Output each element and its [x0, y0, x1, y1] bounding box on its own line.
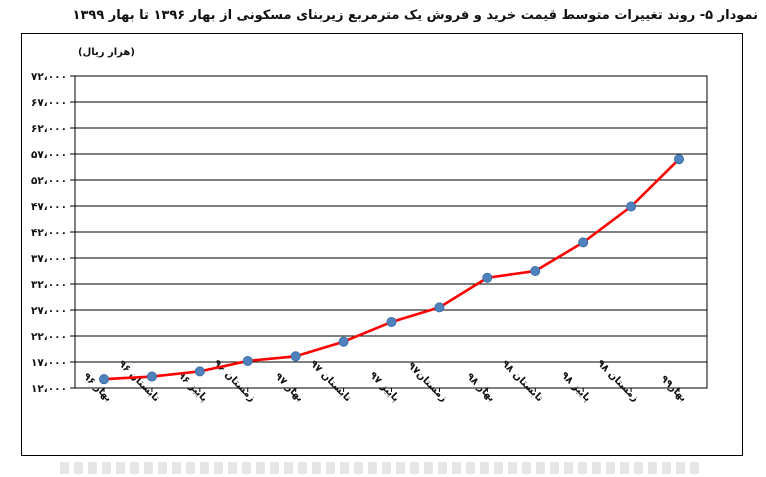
x-tick-label: تابستان ۹۶ [116, 359, 162, 405]
x-tick-label: زمستان۹۷ [405, 360, 449, 404]
y-tick-label: ۷۲،۰۰۰ [31, 71, 67, 83]
y-axis: ۱۲،۰۰۰ ۱۷،۰۰۰ ۲۲،۰۰۰ ۲۷،۰۰۰ ۳۲،۰۰۰ ۳۷،۰۰۰ ۴۲،۰… [31, 47, 135, 395]
x-tick-label: تابستان ۹۷ [308, 359, 354, 405]
y-tick-label: ۴۷،۰۰۰ [31, 201, 67, 213]
chart-frame [21, 33, 743, 456]
data-point [338, 336, 349, 347]
x-tick-label: پاییز ۹۷ [367, 370, 401, 404]
data-point [578, 237, 589, 248]
data-point [626, 201, 637, 212]
x-tick-label: زمستان ۹۸ [595, 358, 641, 404]
y-tick-label: ۳۷،۰۰۰ [31, 253, 67, 265]
y-tick-label: ۱۷،۰۰۰ [31, 357, 67, 369]
watermark-strip [60, 462, 700, 474]
y-tick-label: ۱۲،۰۰۰ [31, 383, 67, 395]
data-point [290, 351, 301, 362]
x-tick-label: تابستان ۹۸ [499, 359, 545, 405]
series-layer [99, 154, 685, 385]
data-point [482, 272, 493, 283]
data-point [434, 302, 445, 313]
x-tick-label: پاییز ۹۸ [559, 370, 593, 404]
data-point [674, 154, 685, 165]
grid-lines [74, 75, 708, 389]
y-tick-label: ۳۲،۰۰۰ [31, 279, 67, 291]
y-tick-label: ۶۷،۰۰۰ [31, 97, 67, 109]
y-axis-unit-label: (هزار ریال) [78, 47, 135, 58]
x-tick-label: پاییز ۹۶ [175, 370, 209, 404]
data-point [242, 355, 253, 366]
x-tick-label: بهار۹۹ [658, 374, 688, 404]
data-point [386, 316, 397, 327]
y-tick-label: ۶۲،۰۰۰ [31, 123, 67, 135]
data-point [146, 371, 157, 382]
series-line [103, 158, 680, 381]
y-tick-label: ۵۷،۰۰۰ [31, 149, 67, 161]
y-tick-label: ۲۲،۰۰۰ [31, 331, 67, 343]
chart-title: نمودار ۵- روند تغییرات متوسط قیمت خرید و… [72, 8, 758, 23]
y-tick-label: ۲۷،۰۰۰ [31, 305, 67, 317]
data-point [530, 265, 541, 276]
data-point [99, 374, 110, 385]
data-point [194, 366, 205, 377]
y-tick-label: ۵۲،۰۰۰ [31, 175, 67, 187]
y-tick-label: ۴۲،۰۰۰ [31, 227, 67, 239]
